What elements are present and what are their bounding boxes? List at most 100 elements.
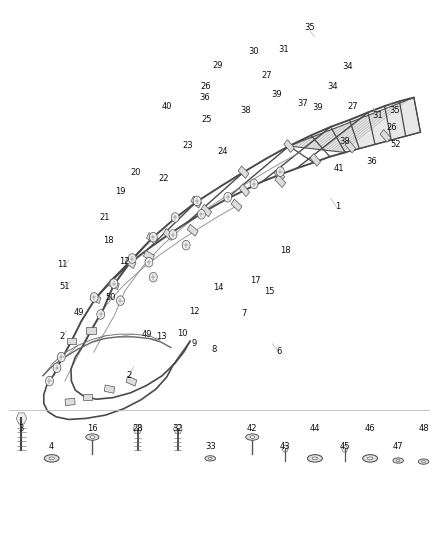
Ellipse shape bbox=[363, 455, 378, 462]
Circle shape bbox=[145, 257, 153, 267]
Polygon shape bbox=[133, 424, 142, 434]
Text: 41: 41 bbox=[333, 165, 344, 173]
Text: 32: 32 bbox=[173, 424, 183, 433]
Bar bbox=[65, 398, 75, 406]
Bar bbox=[274, 168, 285, 181]
Bar bbox=[231, 199, 242, 212]
Ellipse shape bbox=[86, 434, 99, 440]
Bar bbox=[275, 175, 286, 188]
Text: 34: 34 bbox=[342, 62, 353, 70]
Text: 17: 17 bbox=[251, 276, 261, 285]
Text: 31: 31 bbox=[372, 111, 383, 119]
Ellipse shape bbox=[49, 457, 54, 459]
Text: 50: 50 bbox=[105, 293, 116, 302]
Bar bbox=[310, 154, 321, 166]
Polygon shape bbox=[173, 424, 182, 434]
Bar bbox=[187, 224, 198, 236]
Text: 4: 4 bbox=[49, 442, 54, 451]
Ellipse shape bbox=[312, 457, 318, 459]
Circle shape bbox=[90, 293, 98, 302]
Bar bbox=[238, 166, 249, 179]
Text: 1: 1 bbox=[335, 203, 340, 211]
Ellipse shape bbox=[44, 455, 59, 462]
Text: 18: 18 bbox=[280, 246, 291, 255]
Text: 19: 19 bbox=[115, 187, 126, 196]
Circle shape bbox=[149, 272, 157, 282]
Text: 33: 33 bbox=[205, 442, 215, 451]
Text: 52: 52 bbox=[390, 141, 401, 149]
Bar bbox=[284, 140, 294, 152]
Bar bbox=[143, 251, 155, 261]
Text: 22: 22 bbox=[159, 174, 169, 183]
Circle shape bbox=[193, 196, 201, 206]
Ellipse shape bbox=[208, 457, 212, 459]
Text: 34: 34 bbox=[328, 82, 338, 91]
Text: 12: 12 bbox=[189, 308, 200, 316]
Circle shape bbox=[110, 279, 118, 288]
Text: 8: 8 bbox=[211, 345, 216, 354]
Text: 13: 13 bbox=[156, 333, 167, 341]
Text: 43: 43 bbox=[280, 442, 290, 451]
Circle shape bbox=[46, 376, 53, 386]
Bar bbox=[163, 229, 174, 240]
Text: 6: 6 bbox=[276, 347, 282, 356]
Text: 29: 29 bbox=[213, 61, 223, 69]
Bar bbox=[126, 376, 137, 386]
Bar bbox=[125, 257, 136, 269]
Text: 35: 35 bbox=[390, 106, 400, 115]
Text: 12: 12 bbox=[119, 257, 130, 265]
Circle shape bbox=[53, 363, 61, 373]
Ellipse shape bbox=[90, 436, 95, 438]
Text: 30: 30 bbox=[248, 47, 258, 56]
Circle shape bbox=[182, 240, 190, 250]
Bar bbox=[109, 280, 119, 289]
Ellipse shape bbox=[307, 455, 322, 462]
Ellipse shape bbox=[246, 434, 259, 440]
Text: 51: 51 bbox=[59, 282, 70, 291]
Bar bbox=[239, 184, 250, 197]
Ellipse shape bbox=[250, 436, 254, 438]
Circle shape bbox=[171, 213, 179, 222]
Text: 40: 40 bbox=[162, 102, 172, 111]
Bar bbox=[67, 338, 76, 344]
Text: 37: 37 bbox=[298, 99, 308, 108]
Bar bbox=[345, 140, 356, 153]
Text: 45: 45 bbox=[339, 442, 350, 451]
Text: 3: 3 bbox=[19, 424, 24, 433]
Text: 36: 36 bbox=[366, 157, 377, 166]
Polygon shape bbox=[289, 98, 420, 152]
Ellipse shape bbox=[396, 459, 400, 462]
Text: 47: 47 bbox=[393, 442, 403, 451]
Text: 27: 27 bbox=[348, 102, 358, 111]
Text: 42: 42 bbox=[247, 424, 258, 433]
Circle shape bbox=[169, 230, 177, 239]
Text: 24: 24 bbox=[218, 147, 228, 156]
Text: 27: 27 bbox=[262, 71, 272, 80]
Text: 28: 28 bbox=[132, 424, 143, 433]
Ellipse shape bbox=[393, 458, 403, 463]
Text: 23: 23 bbox=[182, 141, 193, 150]
Bar bbox=[191, 196, 201, 208]
Bar bbox=[146, 232, 158, 244]
Text: 2: 2 bbox=[126, 371, 131, 379]
Bar bbox=[201, 204, 212, 217]
Ellipse shape bbox=[422, 461, 425, 463]
Bar bbox=[90, 294, 101, 303]
Text: 49: 49 bbox=[142, 330, 152, 338]
Circle shape bbox=[250, 179, 258, 189]
Circle shape bbox=[117, 296, 124, 305]
Text: 25: 25 bbox=[201, 116, 212, 124]
Circle shape bbox=[149, 232, 157, 242]
Text: 10: 10 bbox=[177, 329, 187, 338]
Text: 26: 26 bbox=[387, 124, 397, 132]
Circle shape bbox=[224, 192, 232, 202]
Circle shape bbox=[276, 167, 284, 176]
Text: 11: 11 bbox=[57, 261, 68, 269]
Bar bbox=[83, 394, 92, 400]
Text: 2: 2 bbox=[59, 332, 64, 341]
Circle shape bbox=[97, 310, 105, 319]
Text: 39: 39 bbox=[272, 91, 282, 99]
Text: 21: 21 bbox=[100, 213, 110, 222]
Ellipse shape bbox=[418, 459, 429, 464]
Text: 38: 38 bbox=[340, 137, 350, 146]
